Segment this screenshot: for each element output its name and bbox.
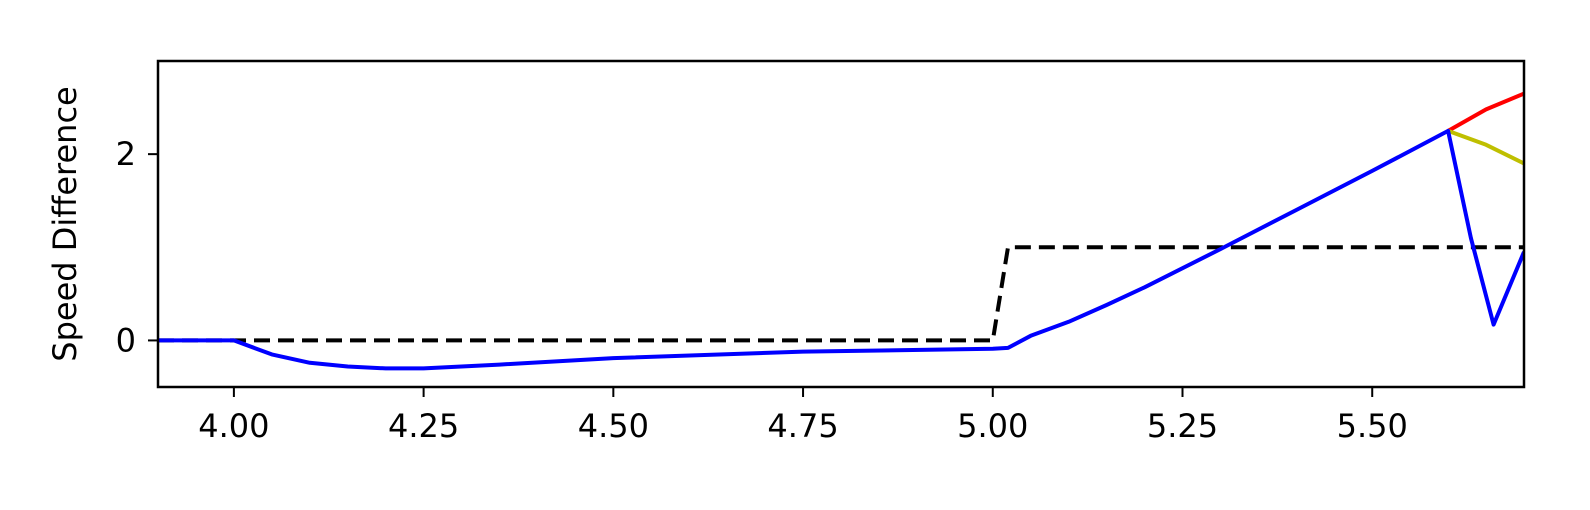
x-tick-label: 5.50 <box>1337 407 1408 445</box>
y-tick-label: 0 <box>116 321 136 359</box>
axes-frame <box>156 59 1526 389</box>
series-line-2 <box>1447 129 1524 166</box>
x-tick-label: 4.50 <box>578 407 649 445</box>
axes-layer: 4.00 4.25 4.50 4.75 5.00 5.25 5.50 0 2 <box>116 59 1526 445</box>
x-tick-label: 4.00 <box>198 407 269 445</box>
series-line-3 <box>158 128 1524 371</box>
x-tick-label: 4.25 <box>388 407 459 445</box>
series-line-0 <box>158 245 1524 343</box>
y-axis-label: Speed Difference <box>46 86 84 361</box>
x-tick-label: 5.00 <box>957 407 1028 445</box>
series-line-1 <box>1447 91 1524 133</box>
y-tick-label: 2 <box>116 135 136 173</box>
series-layer <box>158 91 1524 371</box>
x-tick-label: 4.75 <box>767 407 838 445</box>
x-tick-label: 5.25 <box>1147 407 1218 445</box>
